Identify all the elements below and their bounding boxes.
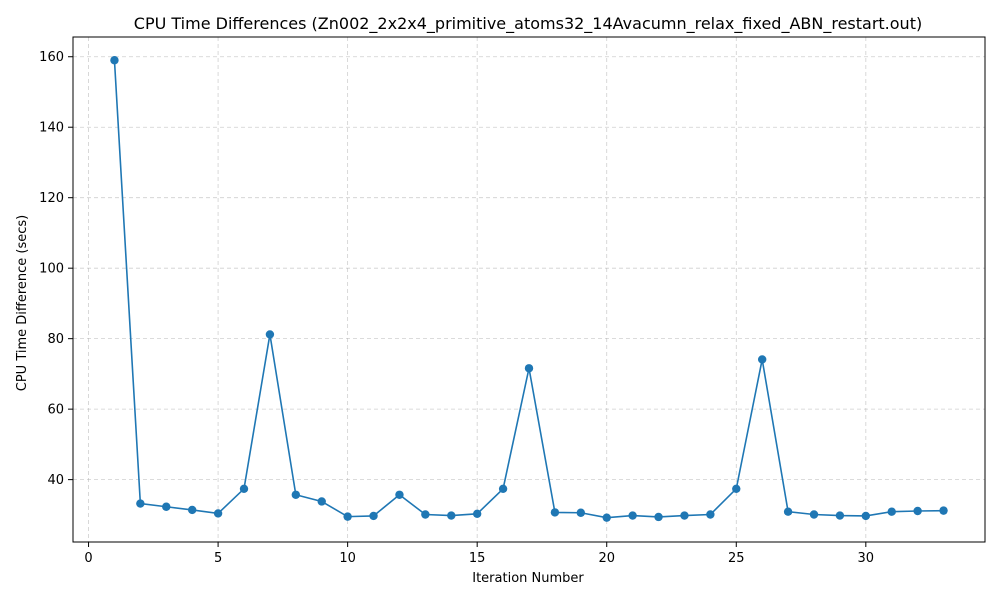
data-point	[887, 507, 896, 516]
y-tick-label: 40	[47, 473, 64, 488]
y-tick-label: 160	[39, 50, 64, 65]
x-tick-label: 25	[728, 551, 745, 566]
data-point	[369, 511, 378, 521]
x-tick-label: 30	[858, 551, 875, 566]
plot-frame	[72, 36, 986, 543]
data-point	[654, 512, 663, 522]
x-axis-label: Iteration Number	[472, 571, 584, 586]
data-series	[110, 56, 948, 522]
x-tick-label: 5	[214, 551, 222, 566]
y-tick-label: 100	[39, 262, 64, 277]
data-point	[162, 502, 171, 511]
data-point	[706, 510, 715, 519]
data-point	[757, 355, 767, 364]
data-point	[498, 484, 508, 493]
data-point	[213, 509, 223, 518]
data-point	[187, 505, 197, 515]
data-point	[291, 490, 301, 499]
data-point	[732, 484, 741, 493]
data-point	[913, 506, 922, 516]
data-point	[783, 507, 793, 516]
y-tick-label: 60	[47, 403, 64, 418]
chart-title: CPU Time Differences (Zn002_2x2x4_primit…	[134, 14, 922, 34]
data-point	[421, 510, 430, 519]
axis-ticks: 0 5 10 15 20 25 30 40 60 80 100 120 140 160	[39, 50, 874, 566]
data-point	[576, 508, 586, 517]
data-point	[447, 511, 456, 520]
data-point	[110, 56, 119, 65]
data-point	[835, 511, 845, 520]
grid-lines	[73, 37, 985, 542]
y-tick-label: 120	[39, 191, 64, 206]
y-tick-label: 140	[39, 121, 64, 136]
y-tick-label: 80	[47, 332, 64, 347]
data-point	[524, 364, 534, 373]
x-tick-label: 0	[84, 551, 92, 566]
data-point	[343, 512, 352, 521]
data-point	[395, 490, 404, 499]
data-point	[861, 511, 871, 521]
y-axis-label: CPU Time Difference (secs)	[15, 215, 30, 392]
data-point	[239, 484, 249, 493]
x-tick-label: 15	[469, 551, 486, 566]
data-point	[628, 511, 637, 520]
data-point	[680, 511, 689, 520]
data-point	[602, 513, 611, 522]
data-point	[550, 508, 560, 517]
data-point	[939, 506, 948, 515]
data-point	[317, 497, 326, 506]
data-point	[809, 510, 819, 519]
x-tick-label: 20	[598, 551, 615, 566]
data-point	[265, 330, 275, 339]
data-point	[472, 509, 482, 519]
data-point	[136, 499, 145, 508]
x-tick-label: 10	[339, 551, 356, 566]
